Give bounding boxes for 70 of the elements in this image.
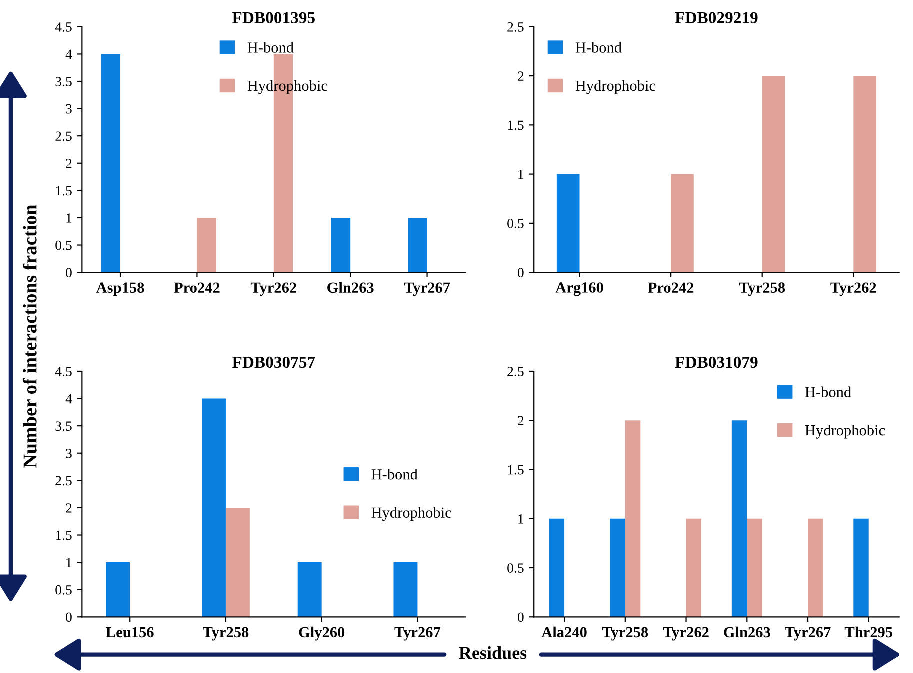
legend-label: Hydrophobic [372, 507, 452, 522]
bar [226, 508, 250, 618]
legend-label: H-bond [576, 42, 622, 53]
y-tick-label: 1.5 [508, 120, 524, 130]
y-tick-label: 1 [66, 214, 72, 223]
y-tick-label: 2 [66, 504, 72, 513]
x-tick-label: Gln263 [328, 282, 374, 294]
chart-title: FDB001395 [232, 12, 315, 24]
x-tick-label: Tyr258 [739, 282, 786, 296]
y-tick-label: 2 [66, 159, 72, 168]
y-tick-label: 4.5 [55, 367, 72, 377]
y-tick-label: 4.5 [55, 22, 72, 32]
bar [106, 562, 130, 618]
y-tick-label: 3.5 [56, 77, 72, 87]
x-tick-label: Ala240 [542, 626, 587, 638]
y-tick-label: 2.5 [508, 367, 524, 377]
y-tick-label: 1 [518, 514, 524, 524]
x-tick-label: Tyr258 [602, 627, 648, 641]
x-tick-label: Tyr262 [830, 282, 876, 296]
y-tick-label: 3 [66, 104, 72, 114]
x-tick-label: Gly260 [299, 626, 345, 641]
y-tick-label: 3 [66, 449, 72, 458]
x-tick-label: Tyr262 [663, 627, 709, 641]
y-tick-label: 4 [66, 50, 72, 60]
chart-title: FDB029219 [675, 12, 758, 24]
x-tick-label: Asp158 [96, 282, 144, 296]
y-tick-label: 0 [518, 268, 524, 278]
legend-label: Hydrophobic [576, 80, 656, 94]
x-tick-label: Pro242 [174, 282, 220, 294]
y-tick-label: 0.5 [56, 585, 72, 595]
chart-title: FDB030757 [232, 356, 316, 368]
x-tick-label: Gln263 [724, 626, 770, 638]
bar [394, 562, 418, 618]
legend-label: Hydrophobic [805, 424, 886, 439]
y-tick-label: 4 [66, 394, 72, 404]
x-tick-label: Tyr258 [203, 627, 249, 641]
legend-label: Hydrophobic [248, 80, 328, 94]
bar [298, 562, 322, 618]
chart-title: FDB031079 [675, 356, 758, 368]
y-tick-label: 0 [66, 612, 72, 622]
y-tick-label: 1 [66, 558, 72, 568]
y-tick-label: 2.5 [56, 132, 72, 142]
bar [202, 398, 226, 618]
y-tick-label: 2.5 [56, 476, 72, 486]
x-tick-label: Leu156 [106, 627, 154, 638]
x-tick-label: Arg160 [556, 282, 604, 296]
y-axis-title: Number of interactions fraction [22, 204, 37, 468]
y-tick-label: 0.5 [508, 564, 524, 574]
y-tick-label: 1.5 [56, 530, 72, 540]
x-tick-label: Pro242 [648, 282, 694, 294]
y-tick-label: 0.5 [508, 219, 524, 228]
x-tick-label: Tyr267 [394, 627, 441, 641]
y-tick-label: 1 [518, 170, 524, 180]
legend-label: H-bond [805, 386, 852, 398]
y-tick-label: 3.5 [56, 422, 72, 432]
y-tick-label: 1.5 [508, 465, 524, 475]
y-tick-label: 2 [518, 72, 524, 81]
y-tick-label: 2 [518, 416, 524, 426]
x-axis-title: Residues [459, 646, 527, 660]
x-tick-label: Tyr262 [250, 282, 296, 296]
legend-label: H-bond [372, 468, 418, 480]
y-tick-label: 0 [518, 612, 524, 622]
x-tick-label: Tyr267 [785, 627, 831, 641]
y-tick-label: 2.5 [508, 22, 524, 32]
y-tick-label: 1.5 [56, 186, 72, 196]
x-tick-label: Tyr267 [404, 282, 450, 296]
y-tick-label: 0.5 [56, 240, 72, 250]
legend-label: H-bond [248, 42, 294, 53]
x-tick-label: Thr295 [844, 626, 893, 638]
y-tick-label: 0 [66, 268, 72, 278]
